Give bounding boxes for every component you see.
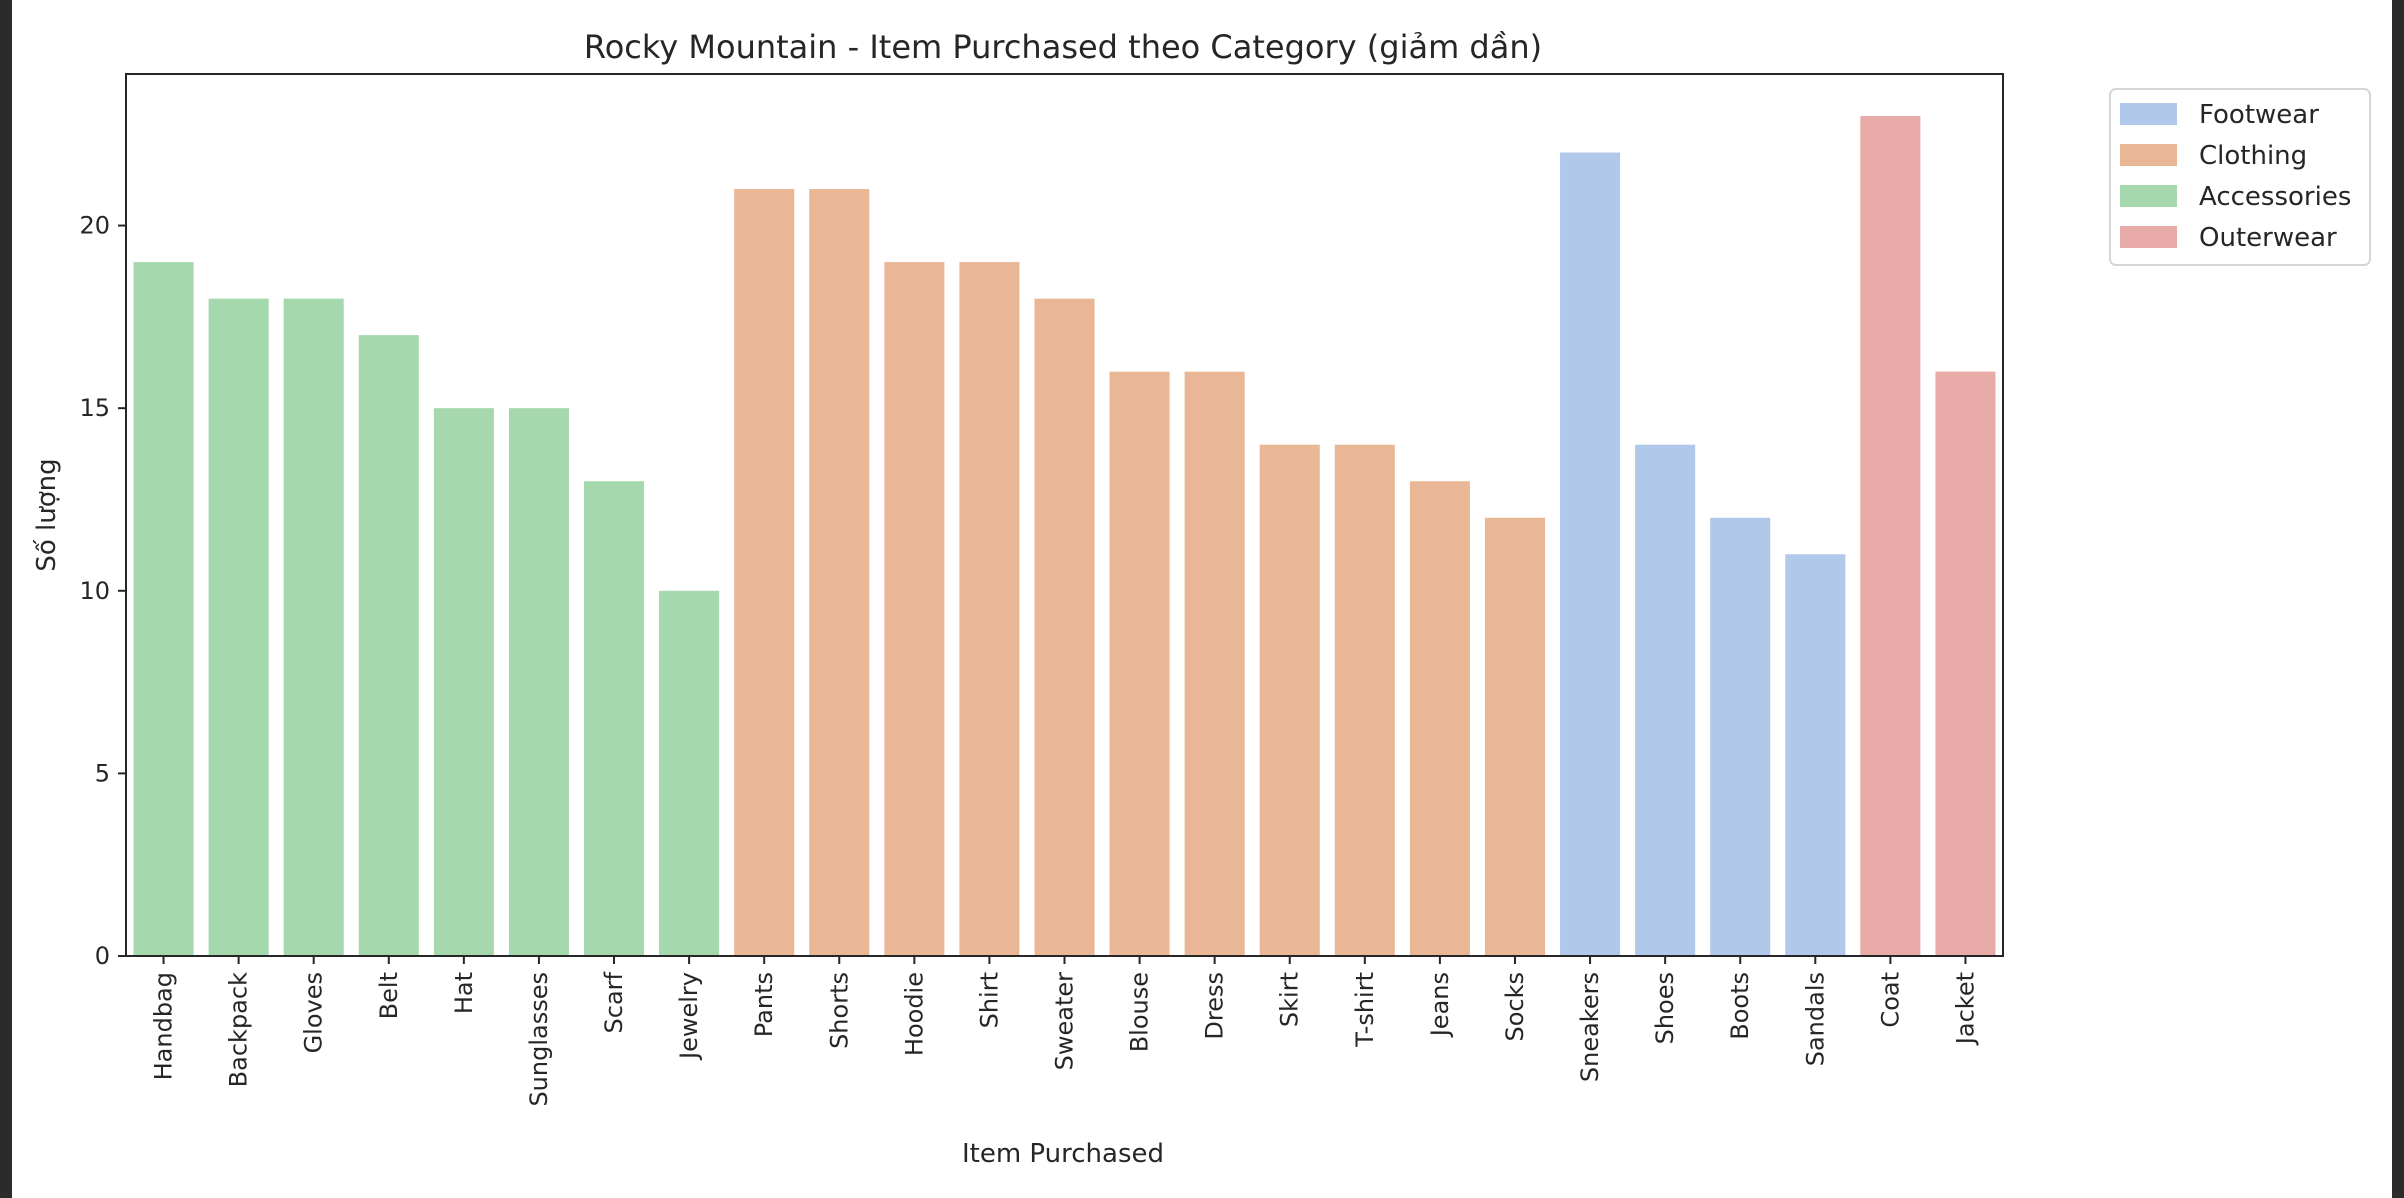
bar-handbag [133, 262, 194, 957]
bar-gloves [283, 298, 344, 956]
x-tick-label-t-shirt: T-shirt [1351, 972, 1379, 1048]
chart-title: Rocky Mountain - Item Purchased theo Cat… [584, 28, 1542, 66]
bar-boots [1710, 517, 1771, 956]
bar-skirt [1259, 444, 1320, 956]
bar-shorts [809, 189, 870, 957]
x-tick-label-dress: Dress [1201, 972, 1229, 1040]
x-tick-label-pants: Pants [750, 972, 778, 1037]
x-tick-label-handbag: Handbag [150, 972, 178, 1080]
legend: Footwear Clothing Accessories Outerwear [2109, 88, 2371, 266]
x-tick-label-sandals: Sandals [1801, 972, 1829, 1066]
legend-box [2109, 88, 2371, 266]
bar-sunglasses [508, 408, 569, 956]
bar-sneakers [1560, 152, 1621, 957]
x-tick-label-shirt: Shirt [975, 972, 1003, 1028]
bar-pants [734, 189, 795, 957]
bar-sweater [1034, 298, 1095, 956]
y-tick-label-20: 20 [79, 212, 110, 240]
x-tick-label-belt: Belt [375, 972, 403, 1019]
legend-label-clothing: Clothing [2199, 141, 2307, 171]
bar-hat [433, 408, 494, 956]
bar-backpack [208, 298, 269, 956]
x-tick-label-blouse: Blouse [1126, 972, 1154, 1052]
y-tick-label-5: 5 [95, 759, 110, 787]
x-tick-label-gloves: Gloves [300, 972, 328, 1053]
bar-sandals [1785, 554, 1846, 956]
y-tick-label-0: 0 [95, 942, 110, 970]
x-tick-label-skirt: Skirt [1276, 972, 1304, 1027]
legend-swatch-outerwear [2120, 226, 2177, 248]
y-axis-ticks: 0 5 10 15 20 [79, 212, 126, 970]
x-tick-label-jacket: Jacket [1951, 972, 1979, 1046]
y-axis-label: Số lượng [32, 458, 62, 571]
bar-shoes [1635, 444, 1696, 956]
x-tick-label-jeans: Jeans [1426, 972, 1454, 1038]
bar-jeans [1409, 481, 1470, 956]
x-tick-label-shoes: Shoes [1651, 972, 1679, 1044]
x-tick-label-backpack: Backpack [225, 972, 253, 1087]
x-tick-label-boots: Boots [1726, 972, 1754, 1040]
x-tick-label-hoodie: Hoodie [900, 972, 928, 1056]
x-tick-label-sweater: Sweater [1051, 972, 1079, 1071]
bar-hoodie [884, 262, 945, 957]
x-tick-label-scarf: Scarf [600, 971, 628, 1033]
x-axis-ticks: Handbag Backpack Gloves Belt Hat Sunglasses Sc… [150, 956, 1979, 1107]
bar-shirt [959, 262, 1020, 957]
bar-socks [1484, 517, 1546, 956]
legend-swatch-clothing [2120, 144, 2177, 166]
bar-blouse [1109, 371, 1170, 956]
x-tick-label-sneakers: Sneakers [1576, 972, 1604, 1082]
bar-coat [1860, 116, 1921, 956]
bar-scarf [583, 481, 645, 956]
legend-swatch-footwear [2120, 103, 2177, 125]
plot-area-frame [125, 73, 2004, 957]
legend-label-outerwear: Outerwear [2199, 223, 2337, 253]
bar-dress [1184, 371, 1245, 956]
x-tick-label-sunglasses: Sunglasses [525, 972, 553, 1107]
y-tick-label-15: 15 [79, 394, 110, 422]
x-axis-label: Item Purchased [962, 1139, 1164, 1169]
x-tick-label-socks: Socks [1501, 972, 1529, 1042]
bar-jewelry [659, 590, 720, 956]
bar-t-shirt [1334, 444, 1395, 956]
bars-group [133, 116, 1996, 957]
legend-label-accessories: Accessories [2199, 182, 2351, 212]
legend-swatch-accessories [2120, 185, 2177, 207]
y-tick-label-10: 10 [79, 577, 110, 605]
x-tick-label-coat: Coat [1876, 972, 1904, 1028]
window-edge-right [2392, 0, 2404, 1198]
legend-label-footwear: Footwear [2199, 100, 2319, 130]
bar-jacket [1935, 371, 1996, 956]
x-tick-label-hat: Hat [450, 972, 478, 1014]
x-tick-label-shorts: Shorts [825, 972, 853, 1049]
x-tick-label-jewelry: Jewelry [675, 972, 703, 1061]
window-edge-left [0, 0, 12, 1198]
bar-belt [358, 335, 419, 956]
